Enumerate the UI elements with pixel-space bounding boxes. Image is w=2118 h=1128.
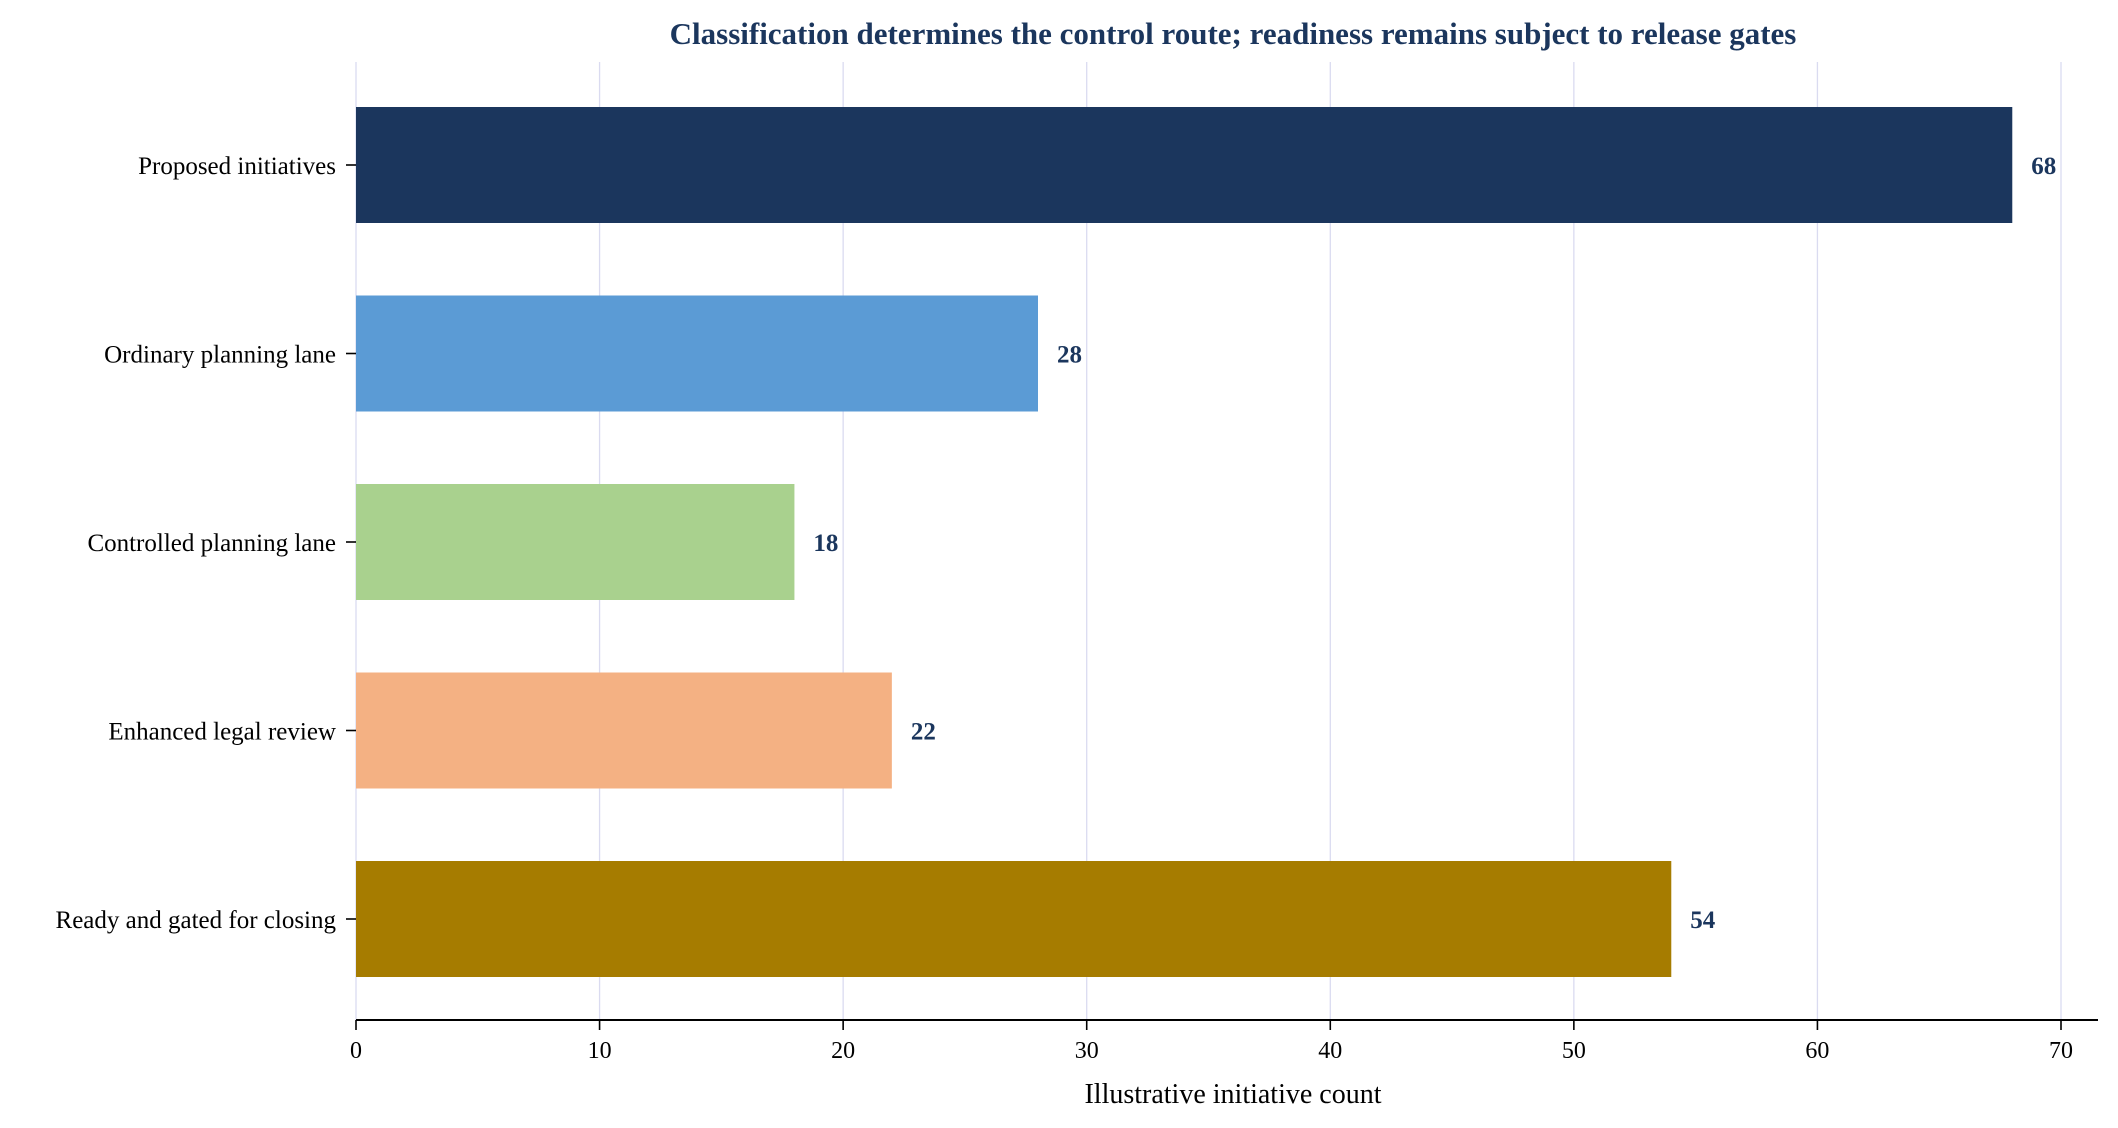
- bar-enhanced-legal-review: [356, 672, 892, 789]
- x-tick-label-40: 40: [1318, 1038, 1342, 1064]
- data-label-proposed-initiatives: 68: [2031, 153, 2056, 180]
- x-tick-label-0: 0: [350, 1038, 362, 1064]
- data-label-enhanced-legal-review: 22: [911, 719, 936, 746]
- y-tick-label-enhanced-legal-review: Enhanced legal review: [108, 719, 336, 746]
- bar-controlled-planning-lane: [356, 484, 795, 600]
- x-tick-label-30: 30: [1075, 1038, 1099, 1064]
- chart-title: Classification determines the control ro…: [670, 16, 1797, 51]
- axes: Proposed initiatives Ordinary planning la…: [56, 153, 2098, 1064]
- data-label-ready-and-gated-for-closing: 54: [1690, 907, 1716, 934]
- bars: 68 28 18 22 54: [356, 107, 2056, 977]
- data-label-controlled-planning-lane: 18: [813, 530, 838, 557]
- x-axis-title: Illustrative initiative count: [1084, 1079, 1381, 1110]
- x-tick-label-10: 10: [588, 1038, 612, 1064]
- x-tick-label-70: 70: [2049, 1038, 2073, 1064]
- x-tick-label-60: 60: [1805, 1038, 1829, 1064]
- y-tick-label-ready-and-gated-for-closing: Ready and gated for closing: [56, 907, 337, 934]
- x-tick-label-20: 20: [831, 1038, 855, 1064]
- data-label-ordinary-planning-lane: 28: [1057, 342, 1082, 369]
- y-tick-label-controlled-planning-lane: Controlled planning lane: [87, 530, 336, 557]
- bar-ordinary-planning-lane: [356, 295, 1038, 412]
- x-tick-label-50: 50: [1562, 1038, 1586, 1064]
- bar-proposed-initiatives: [356, 107, 2013, 223]
- bar-ready-and-gated-for-closing: [356, 861, 1672, 977]
- y-tick-label-proposed-initiatives: Proposed initiatives: [138, 153, 336, 180]
- y-tick-label-ordinary-planning-lane: Ordinary planning lane: [104, 342, 336, 369]
